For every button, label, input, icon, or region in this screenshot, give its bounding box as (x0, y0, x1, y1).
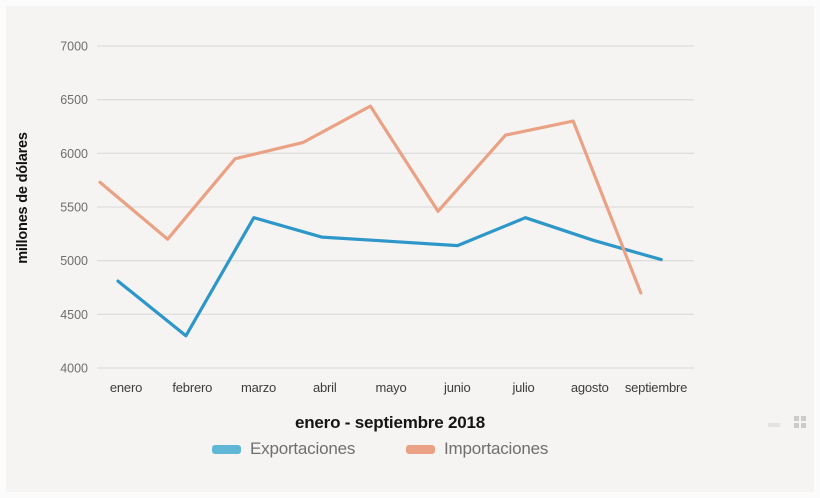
series-line-exportaciones (116, 216, 663, 338)
x-axis-label: febrero (172, 380, 212, 395)
x-axis-label: abril (313, 380, 337, 395)
y-tick-label: 5500 (60, 201, 88, 215)
legend-item-exportaciones: Exportaciones (212, 438, 355, 460)
importaciones-swatch-icon (406, 444, 435, 454)
watermark-bar-icon (768, 423, 780, 427)
series-line-importaciones (98, 104, 643, 295)
x-axis-label: agosto (571, 380, 609, 395)
x-axis-label: enero (110, 380, 142, 395)
legend-label-importaciones: Importaciones (444, 439, 549, 458)
exportaciones-swatch-icon (212, 444, 241, 454)
y-tick-label: 6000 (60, 147, 88, 161)
x-axis-label: junio (443, 380, 470, 395)
y-tick-label: 7000 (60, 40, 88, 54)
line-chart-plot-area: 4000 4500 5000 5500 6000 6500 7000 enero febrero… (60, 40, 694, 395)
y-tick-label: 5000 (60, 254, 88, 268)
y-tick-label: 4000 (60, 362, 88, 376)
watermark (768, 412, 808, 436)
y-tick-label: 6500 (60, 93, 88, 107)
x-axis-label: marzo (241, 380, 276, 395)
y-tick-label: 4500 (60, 308, 88, 322)
x-axis-label: mayo (376, 380, 407, 395)
chart-title: enero - septiembre 2018 (294, 413, 486, 432)
x-axis-label: septiembre (625, 380, 687, 395)
legend-item-importaciones: Importaciones (406, 438, 548, 460)
legend: Exportaciones Importaciones (0, 438, 820, 462)
x-axis-label: julio (511, 380, 534, 395)
legend-label-exportaciones: Exportaciones (250, 439, 356, 458)
grid-dots-icon (794, 416, 806, 428)
